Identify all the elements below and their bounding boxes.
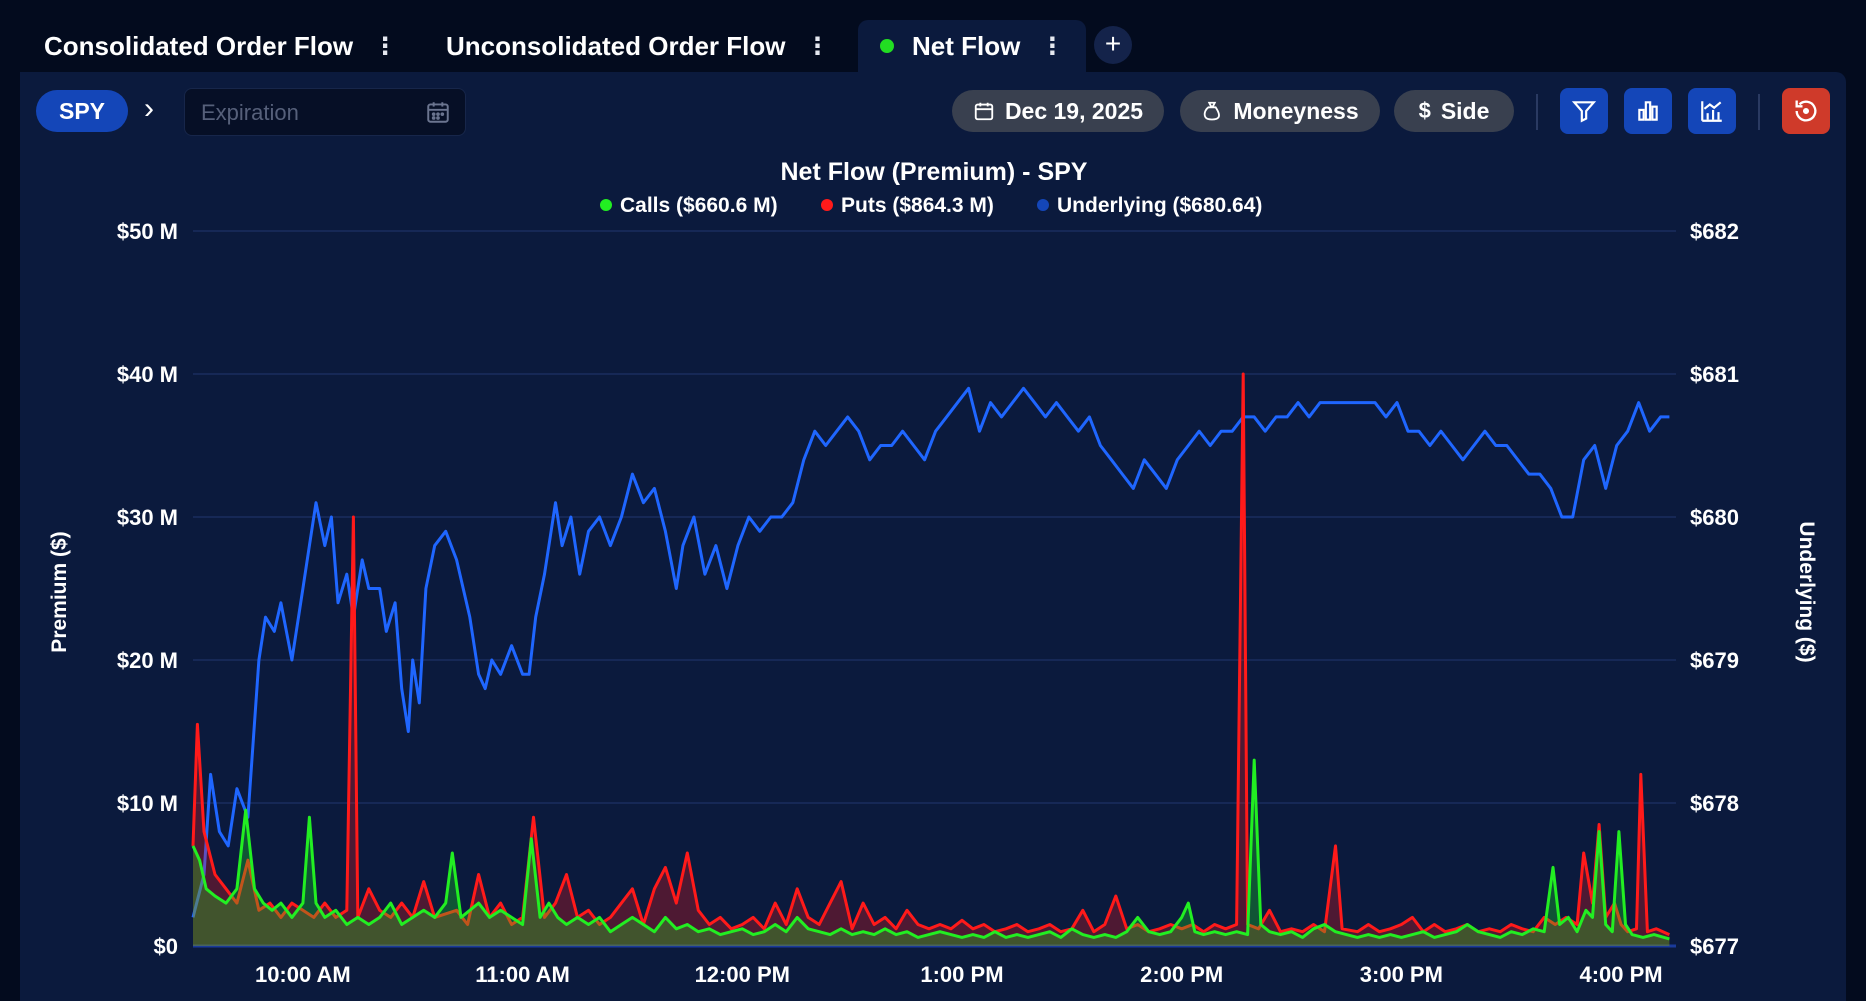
moneyness-label: Moneyness (1233, 97, 1359, 124)
bar-chart-icon (1638, 101, 1658, 121)
symbol-selector[interactable]: SPY (36, 90, 128, 132)
legend-puts[interactable]: Puts ($864.3 M) (841, 194, 994, 217)
legend-underlying-marker (1037, 199, 1049, 211)
x-tick-label: 10:00 AM (255, 962, 351, 987)
reset-button[interactable] (1782, 88, 1830, 134)
tab-unconsolidated-order-flow[interactable]: Unconsolidated Order Flow ⋮ (446, 20, 829, 72)
live-status-dot-icon (880, 39, 894, 53)
y-tick-label: $50 M (117, 219, 178, 244)
x-tick-label: 4:00 PM (1579, 962, 1662, 987)
filter-button[interactable] (1560, 88, 1608, 134)
date-selector[interactable]: Dec 19, 2025 (952, 90, 1164, 132)
calls-area (193, 760, 1670, 946)
tab-label: Net Flow (912, 30, 1021, 61)
y2-tick-label: $682 (1690, 219, 1739, 244)
y-tick-label: $30 M (117, 505, 178, 530)
reset-icon (1795, 100, 1817, 122)
y2-tick-label: $681 (1690, 362, 1739, 387)
legend-calls-marker (600, 199, 612, 211)
x-tick-label: 1:00 PM (920, 962, 1003, 987)
x-tick-label: 12:00 PM (695, 962, 790, 987)
money-bag-icon (1201, 100, 1223, 122)
underlying-series-line[interactable] (191, 386, 1670, 918)
chevron-right-icon[interactable]: › (144, 92, 154, 125)
calendar-icon (973, 100, 995, 122)
y-tick-label: $20 M (117, 648, 178, 673)
axis-ticks: $0 $10 M $20 M $30 M $40 M $50 M $677 $678 $679 $… (117, 219, 1739, 987)
expiration-placeholder: Expiration (201, 100, 299, 125)
tab-label: Consolidated Order Flow (44, 30, 354, 61)
chart-title: Net Flow (Premium) - SPY (781, 158, 1088, 186)
puts-series-line[interactable] (191, 372, 1671, 936)
y2-tick-label: $677 (1690, 934, 1739, 959)
add-tab-button[interactable]: + (1094, 26, 1132, 64)
combo-chart-icon (1701, 101, 1722, 122)
y-tick-label: $40 M (117, 362, 178, 387)
legend-puts-marker (821, 199, 833, 211)
date-label: Dec 19, 2025 (1004, 97, 1144, 124)
tab-bar: Consolidated Order Flow ⋮ Unconsolidated… (0, 0, 1866, 72)
bar-chart-button[interactable] (1624, 88, 1672, 134)
dollar-icon: $ (1418, 98, 1431, 123)
combo-chart-button[interactable] (1688, 88, 1736, 134)
side-filter[interactable]: $ Side (1394, 90, 1514, 132)
calls-series-line[interactable] (191, 758, 1670, 941)
moneyness-filter[interactable]: Moneyness (1180, 90, 1380, 132)
kebab-menu-icon[interactable]: ⋮ (373, 32, 398, 60)
chart-series (191, 372, 1671, 946)
kebab-menu-icon[interactable]: ⋮ (805, 32, 830, 60)
legend-underlying[interactable]: Underlying ($680.64) (1057, 194, 1262, 217)
tab-net-flow[interactable]: Net Flow ⋮ (858, 20, 1087, 72)
y2-tick-label: $678 (1690, 791, 1739, 816)
x-tick-label: 2:00 PM (1140, 962, 1223, 987)
y2-axis-label: Underlying ($) (1795, 521, 1818, 662)
chart-panel: SPY › Expiration Dec 19, 2025 Mon (20, 72, 1846, 1001)
side-label: Side (1440, 97, 1490, 124)
grid-lines (193, 230, 1676, 948)
legend-calls[interactable]: Calls ($660.6 M) (620, 194, 778, 217)
y-axis-label: Premium ($) (48, 531, 71, 652)
kebab-menu-icon[interactable]: ⋮ (1040, 32, 1065, 60)
chart-legend: Calls ($660.6 M) Puts ($864.3 M) Underly… (600, 194, 1262, 217)
filter-icon (1571, 101, 1597, 123)
y2-tick-label: $679 (1690, 648, 1739, 673)
toolbar-divider (1536, 94, 1538, 130)
x-tick-label: 11:00 AM (475, 962, 570, 987)
tab-consolidated-order-flow[interactable]: Consolidated Order Flow ⋮ (44, 20, 397, 72)
expiration-input[interactable]: Expiration (184, 88, 466, 136)
x-tick-label: 3:00 PM (1360, 962, 1443, 987)
y-tick-label: $0 (154, 934, 178, 959)
y2-tick-label: $680 (1690, 505, 1739, 530)
calendar-icon[interactable] (425, 99, 451, 130)
tab-label: Unconsolidated Order Flow (446, 30, 786, 61)
toolbar-divider (1758, 94, 1760, 130)
y-tick-label: $10 M (117, 791, 178, 816)
